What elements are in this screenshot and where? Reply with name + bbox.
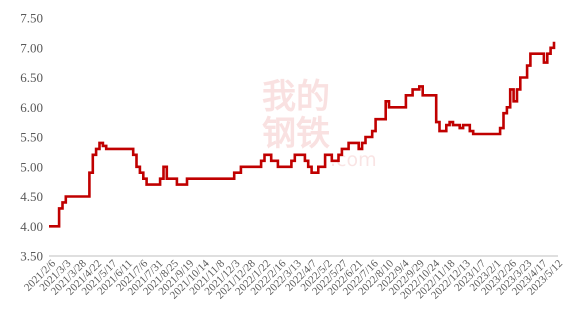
watermark-logo: 我的 钢铁 .com — [262, 77, 377, 171]
y-tick-label: 6.00 — [20, 100, 43, 115]
watermark-line-1: 我的 — [262, 77, 330, 117]
y-tick-label: 5.00 — [20, 159, 43, 174]
y-tick-label: 4.50 — [20, 189, 43, 204]
series-line — [49, 41, 556, 228]
y-tick-label: 7.00 — [20, 40, 43, 55]
series-group — [49, 41, 556, 228]
watermark-line-2: 钢铁 — [262, 114, 330, 154]
y-axis-ticks: 3.50 4.00 4.50 5.00 5.50 6.00 6.50 7.00 7.50 — [20, 11, 43, 264]
y-tick-label: 6.50 — [20, 70, 43, 85]
y-tick-label: 4.00 — [20, 219, 43, 234]
y-tick-label: 5.50 — [20, 130, 43, 145]
y-tick-label: 3.50 — [20, 249, 43, 264]
x-axis-ticks: 2021/2/62021/3/32021/3/282021/4/222021/5… — [22, 257, 565, 301]
y-tick-label: 7.50 — [20, 11, 43, 26]
